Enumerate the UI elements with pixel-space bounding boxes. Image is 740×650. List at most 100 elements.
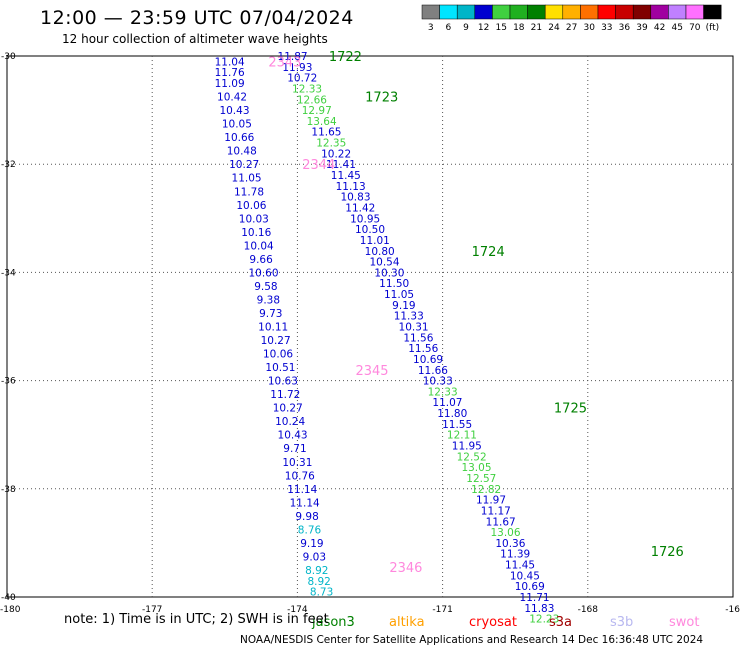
track-time-label: 2344 [302, 158, 335, 173]
swh-value-label: 10.04 [244, 240, 274, 252]
swh-value-label: 11.80 [437, 408, 467, 420]
swh-value-label: 12.57 [466, 473, 496, 485]
swh-value-label: 11.87 [278, 51, 308, 63]
swh-value-label: 9.58 [254, 281, 277, 293]
swh-value-label: 10.69 [413, 354, 443, 366]
swh-value-label: 10.33 [423, 376, 453, 388]
swh-value-label: 10.05 [222, 119, 252, 131]
swh-value-label: 10.43 [219, 105, 249, 117]
swh-value-label: 11.45 [505, 560, 535, 572]
colorbar-label: 15 [495, 23, 506, 33]
colorbar-label: 39 [636, 23, 648, 33]
swh-value-label: 12.11 [447, 430, 477, 442]
x-tick-label: -177 [142, 605, 162, 615]
swh-value-label: 10.16 [241, 227, 271, 239]
swh-value-label: 12.35 [316, 138, 346, 150]
swh-value-label: 10.45 [510, 570, 540, 582]
swh-value-label: 10.27 [273, 403, 303, 415]
track-time-label: 1724 [472, 245, 505, 260]
track-time-label: 1723 [365, 91, 398, 106]
swh-value-label: 10.27 [229, 159, 259, 171]
swh-value-label: 13.06 [490, 527, 520, 539]
swh-value-label: 9.03 [303, 551, 326, 563]
chart-title: 12:00 — 23:59 UTC 07/04/2024 [40, 7, 354, 29]
swh-value-label: 11.01 [360, 235, 390, 247]
swh-value-label: 11.05 [384, 289, 414, 301]
swh-value-label: 10.54 [369, 257, 399, 269]
colorbar-label: (ft) [706, 23, 720, 33]
grid-lines [7, 56, 733, 597]
colorbar-label: 70 [689, 23, 701, 33]
swh-value-label: 9.66 [249, 254, 273, 266]
colorbar-label: 24 [548, 23, 560, 33]
plot-frame [6, 55, 734, 598]
swh-value-label: 9.38 [257, 294, 280, 306]
swh-value-label: 11.45 [331, 170, 361, 182]
satellite-legend-item: altika [389, 615, 425, 630]
swh-value-label: 11.65 [311, 127, 341, 139]
swh-value-label: 12.23 [529, 614, 559, 626]
swh-value-label: 13.05 [461, 462, 491, 474]
swh-value-label: 10.95 [350, 213, 380, 225]
colorbar-swatch [492, 4, 511, 20]
swh-value-label: 13.64 [307, 116, 337, 128]
swh-value-label: 11.56 [403, 332, 433, 344]
colorbar-swatch [597, 4, 616, 20]
swh-value-label: 11.67 [486, 516, 516, 528]
swh-value-label: 11.17 [481, 505, 511, 517]
swh-value-label: 11.83 [524, 603, 554, 615]
swh-value-label: 10.66 [224, 132, 254, 144]
swh-value-label: 11.13 [336, 181, 366, 193]
swh-value-label: 11.14 [287, 484, 317, 496]
swh-value-label: 8.92 [305, 565, 328, 577]
swh-value-label: 8.73 [310, 587, 333, 599]
colorbar-swatch [703, 4, 722, 20]
swh-value-label: 10.22 [321, 148, 351, 160]
swh-value-label: 12.33 [292, 83, 322, 95]
swh-value-label: 11.07 [432, 397, 462, 409]
y-tick-label: -34 [1, 268, 16, 278]
x-tick-label: -180 [0, 605, 21, 615]
colorbar-swatch [632, 4, 652, 20]
colorbar-label: 30 [583, 23, 595, 33]
colorbar-label: 42 [654, 23, 665, 33]
colorbar-label: 27 [566, 23, 577, 33]
y-tick-label: -30 [1, 52, 16, 62]
colorbar-label: 9 [463, 23, 469, 33]
track-time-label: 2346 [389, 561, 422, 576]
colorbar-label: 18 [513, 23, 525, 33]
swh-value-label: 10.06 [263, 349, 293, 361]
colorbar-swatch [668, 4, 687, 20]
colorbar-swatch [544, 4, 564, 20]
swh-value-label: 11.50 [379, 278, 409, 290]
swh-value-label: 10.69 [515, 581, 545, 593]
colorbar-swatch [474, 4, 493, 20]
swh-value-label: 10.83 [340, 192, 370, 204]
track-time-label: 2345 [355, 364, 388, 379]
y-tick-label: -38 [1, 485, 16, 495]
x-tick-label: -174 [287, 605, 308, 615]
footer-credit: NOAA/NESDIS Center for Satellite Applica… [240, 634, 704, 646]
colorbar-swatch [509, 4, 528, 20]
swh-value-label: 11.72 [270, 389, 300, 401]
swh-value-label: 10.60 [248, 267, 278, 279]
swh-value-label: 11.55 [442, 419, 472, 431]
swh-value-label: 12.82 [471, 484, 501, 496]
swh-value-label: 10.43 [278, 430, 308, 442]
axis-tick-labels: -30 -32 -34 -36 -38 -40 -180 -177 -174 -171 -168 -1… [0, 52, 740, 615]
swh-value-label: 12.52 [457, 451, 487, 463]
track-time-label: 1725 [554, 402, 587, 417]
satellite-legend: jason3 altika cryosat s3a s3b swot [311, 615, 699, 630]
swh-value-label: 12.97 [302, 105, 332, 117]
colorbar-swatch [456, 4, 476, 20]
swh-value-label: 10.76 [285, 470, 315, 482]
footer-note: note: 1) Time is in UTC; 2) SWH is in fe… [64, 612, 329, 627]
swh-value-label: 10.36 [495, 538, 525, 550]
swh-value-label: 10.27 [261, 335, 291, 347]
swh-value-label: 10.80 [365, 246, 395, 258]
colorbar-label: 45 [671, 23, 682, 33]
colorbar-label: 12 [478, 23, 489, 33]
satellite-legend-item: swot [669, 615, 699, 630]
x-tick-label: -16 [725, 605, 740, 615]
